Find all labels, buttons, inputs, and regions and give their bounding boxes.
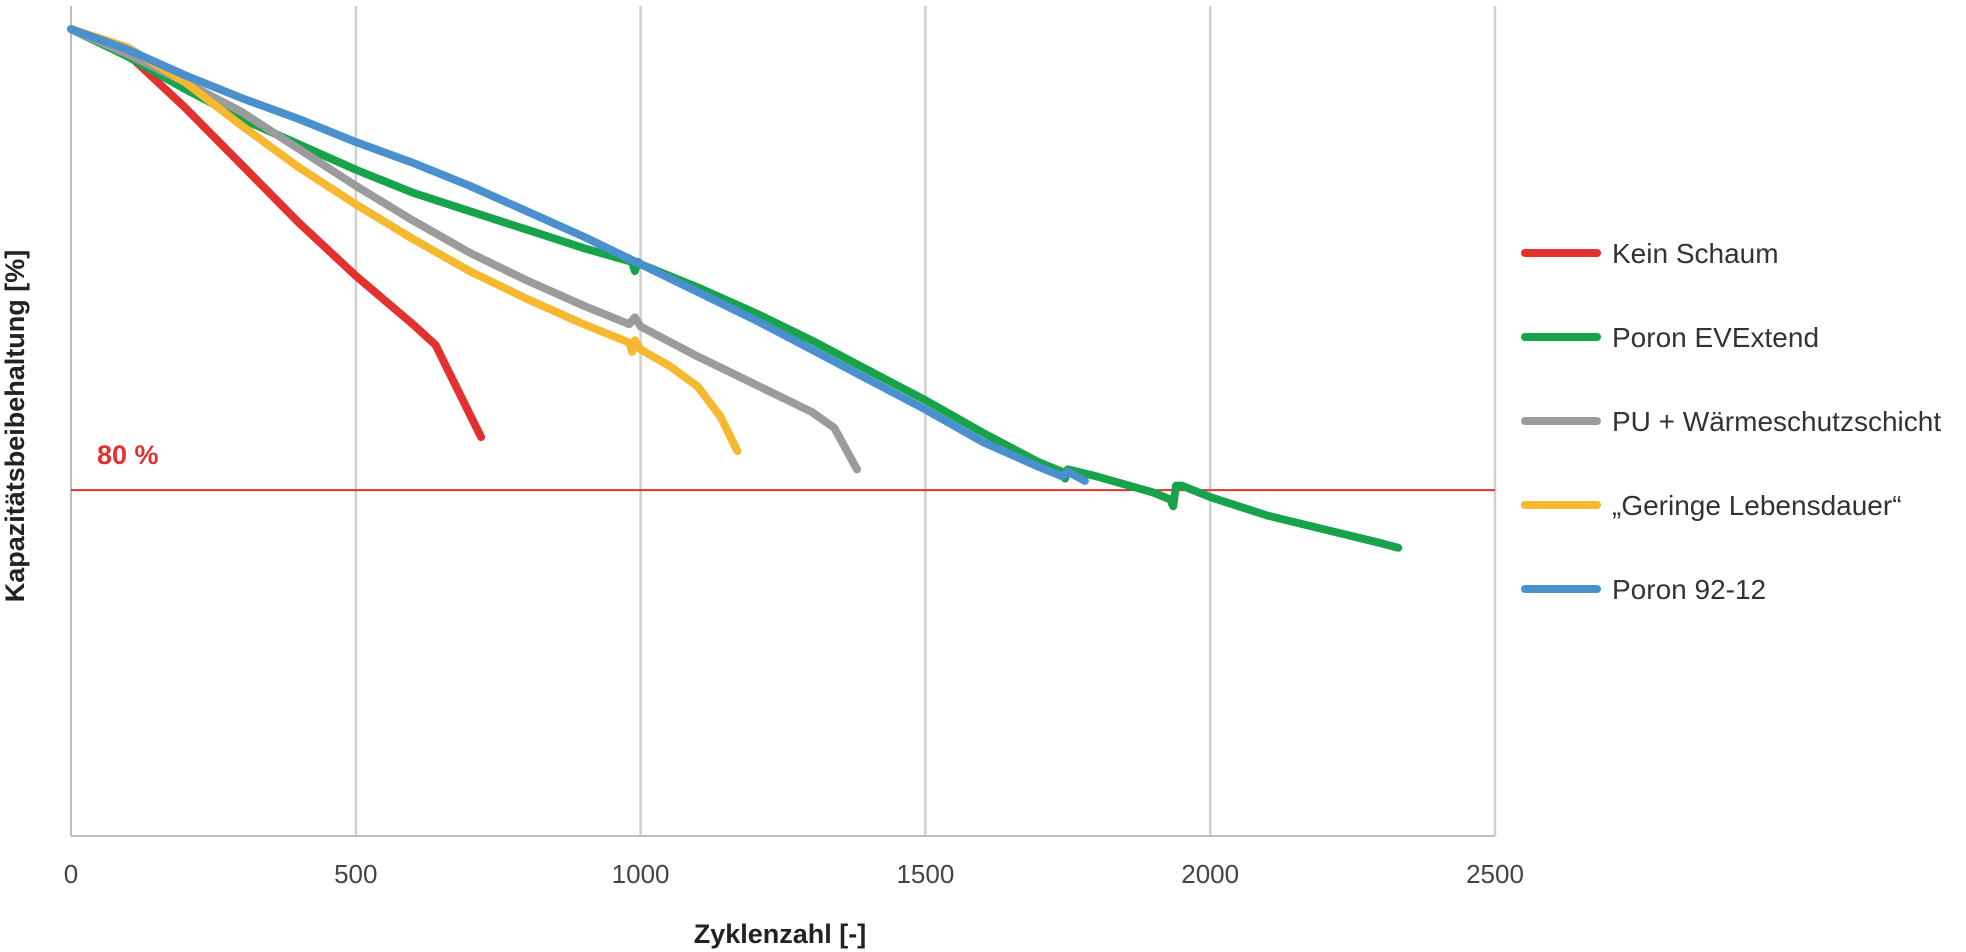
x-tick-label-500: 500 [334, 859, 377, 889]
series-line-2 [67, 25, 1403, 552]
grid [354, 6, 1497, 836]
x-tick-label-2000: 2000 [1181, 859, 1239, 889]
x-tick-labels: 0 500 1000 1500 2000 2500 [64, 859, 1524, 889]
x-tick-label-2500: 2500 [1466, 859, 1524, 889]
reference-line-group: 80 % [71, 440, 1495, 492]
reference-line-label: 80 % [97, 440, 159, 470]
series-line-4 [67, 25, 742, 455]
legend: Kein Schaum Poron EVExtend PU + Wärmeschut… [1521, 238, 1941, 605]
series-line-5 [67, 25, 1089, 485]
series-line-1 [67, 25, 486, 442]
x-tick-label-1000: 1000 [612, 859, 670, 889]
axes [70, 6, 1495, 837]
legend-label-5: Poron 92-12 [1612, 574, 1766, 605]
series-group [67, 25, 1403, 552]
legend-label-1: Kein Schaum [1612, 238, 1779, 269]
series-line-3 [67, 25, 861, 474]
legend-label-4: „Geringe Lebensdauer“ [1612, 490, 1902, 521]
x-tick-label-0: 0 [64, 859, 78, 889]
y-axis-title: Kapazitätsbeibehaltung [%] [0, 250, 30, 603]
legend-label-2: Poron EVExtend [1612, 322, 1819, 353]
x-axis-title: Zyklenzahl [-] [694, 919, 867, 949]
x-tick-label-1500: 1500 [896, 859, 954, 889]
legend-label-3: PU + Wärmeschutzschicht [1612, 406, 1941, 437]
